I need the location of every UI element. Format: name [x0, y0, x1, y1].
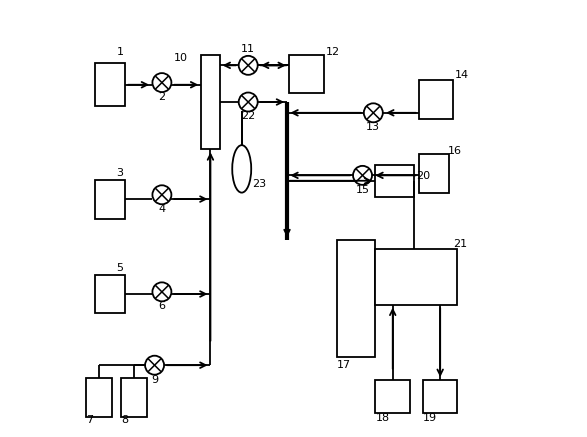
Text: 3: 3: [117, 167, 124, 177]
Text: 8: 8: [121, 415, 128, 425]
Bar: [376, 249, 457, 305]
Text: 19: 19: [423, 413, 437, 423]
Bar: [289, 55, 323, 94]
Text: 14: 14: [456, 69, 470, 80]
Text: 15: 15: [356, 185, 370, 195]
Text: 4: 4: [158, 204, 166, 214]
Bar: [376, 380, 410, 413]
Text: 22: 22: [241, 111, 255, 121]
Text: 11: 11: [241, 44, 255, 54]
Text: 6: 6: [158, 301, 166, 311]
Text: 20: 20: [416, 170, 431, 180]
Circle shape: [153, 282, 171, 302]
Text: 1: 1: [117, 47, 124, 57]
Text: 16: 16: [448, 146, 462, 156]
Circle shape: [239, 56, 258, 75]
Bar: [95, 63, 125, 106]
Bar: [86, 378, 112, 417]
Bar: [95, 180, 125, 218]
Text: 17: 17: [336, 360, 351, 370]
Circle shape: [364, 103, 383, 122]
Bar: [121, 378, 147, 417]
Circle shape: [353, 166, 372, 185]
Bar: [201, 55, 220, 149]
Text: 23: 23: [252, 179, 266, 189]
Circle shape: [153, 185, 171, 204]
Bar: [423, 380, 457, 413]
Bar: [95, 274, 125, 313]
Ellipse shape: [232, 145, 251, 193]
Circle shape: [153, 73, 171, 92]
Text: 13: 13: [366, 122, 380, 132]
Bar: [336, 240, 376, 357]
Text: 21: 21: [453, 239, 467, 249]
Text: 12: 12: [326, 47, 340, 57]
Bar: [376, 165, 414, 197]
Text: 9: 9: [151, 375, 158, 385]
Circle shape: [239, 93, 258, 111]
Text: 18: 18: [376, 413, 390, 423]
Circle shape: [145, 356, 164, 375]
Text: 5: 5: [117, 264, 124, 273]
Bar: [419, 80, 453, 119]
Bar: [419, 154, 449, 193]
Text: 2: 2: [158, 92, 166, 102]
Text: 10: 10: [174, 53, 188, 63]
Text: 7: 7: [86, 415, 93, 425]
